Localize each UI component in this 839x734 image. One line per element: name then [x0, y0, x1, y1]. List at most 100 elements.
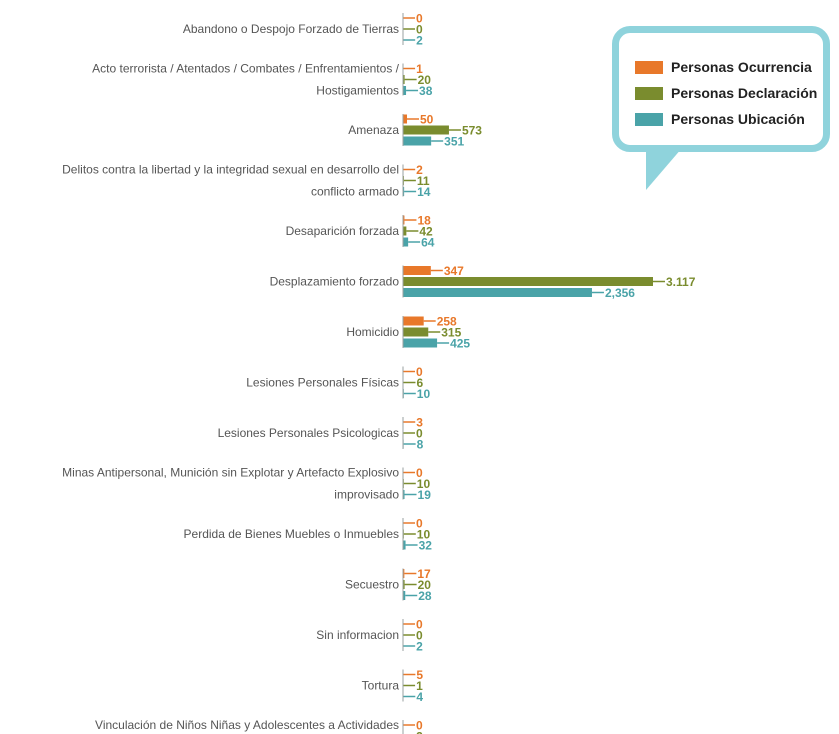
- data-label: 315: [441, 326, 461, 340]
- data-label: 3.117: [666, 275, 696, 289]
- data-label: 0: [416, 365, 423, 379]
- category-group: Delitos contra la libertad y la integrid…: [62, 163, 431, 200]
- bar: [403, 490, 405, 499]
- data-label: 5: [416, 668, 423, 682]
- category-label: Acto terrorista / Atentados / Combates /…: [92, 62, 399, 76]
- bar: [403, 136, 432, 146]
- bar: [403, 114, 408, 124]
- data-label: 0: [416, 12, 423, 26]
- legend-label-declaracion: Personas Declaración: [671, 85, 818, 101]
- category-label: Sin informacion: [316, 628, 399, 642]
- bar: [403, 569, 405, 578]
- category-group: Tortura 514: [362, 668, 424, 704]
- bar: [403, 540, 406, 550]
- bar: [403, 327, 429, 337]
- bar: [403, 277, 653, 286]
- category-group: Acto terrorista / Atentados / Combates /…: [92, 62, 433, 99]
- data-label: 28: [418, 589, 432, 603]
- data-label: 10: [417, 528, 431, 542]
- data-label: 1: [416, 62, 423, 76]
- bar: [403, 591, 406, 600]
- data-label: 0: [416, 618, 423, 632]
- category-label: Hostigamientos: [316, 84, 399, 98]
- data-label: 8: [417, 438, 424, 452]
- data-label: 2: [416, 163, 423, 177]
- bar: [403, 125, 449, 135]
- bar: [403, 75, 405, 84]
- data-label: 0: [416, 517, 423, 531]
- data-label: 17: [417, 567, 431, 581]
- legend-swatch-declaracion: [635, 86, 663, 100]
- data-label: 0: [416, 466, 423, 480]
- category-group: Minas Antipersonal, Munición sin Explota…: [62, 466, 431, 503]
- data-label: 573: [462, 124, 482, 138]
- category-label: Desplazamiento forzado: [270, 275, 400, 289]
- bar: [403, 187, 405, 196]
- category-label: Homicidio: [346, 325, 399, 339]
- data-label: 20: [418, 73, 432, 87]
- category-group: Vinculación de Niños Niñas y Adolescente…: [95, 718, 423, 734]
- category-label: Abandono o Despojo Forzado de Tierras: [183, 22, 399, 36]
- category-label: conflicto armado: [311, 185, 399, 199]
- data-label: 347: [444, 264, 464, 278]
- legend-label-ocurrencia: Personas Ocurrencia: [671, 59, 812, 75]
- legend: Personas Ocurrencia Personas Declaración…: [612, 26, 830, 152]
- category-label: improvisado: [334, 488, 399, 502]
- data-label: 2,356: [605, 286, 635, 300]
- data-label: 0: [416, 427, 423, 441]
- data-label: 50: [420, 113, 434, 127]
- data-label: 10: [417, 387, 431, 401]
- bar: [403, 580, 405, 589]
- bar: [403, 338, 438, 348]
- category-group: Lesiones Personales Psicologicas 308: [218, 416, 424, 452]
- category-group: Perdida de Bienes Muebles o Inmuebles 010…: [184, 517, 433, 553]
- data-label: 1: [416, 679, 423, 693]
- data-label: 4: [416, 690, 423, 704]
- category-label: Secuestro: [345, 578, 399, 592]
- data-label: 3: [416, 416, 423, 430]
- data-label: 20: [418, 578, 432, 592]
- category-label: Lesiones Personales Psicologicas: [218, 426, 399, 440]
- category-label: Minas Antipersonal, Munición sin Explota…: [62, 466, 399, 480]
- category-label: Delitos contra la libertad y la integrid…: [62, 163, 399, 177]
- data-label: 14: [417, 185, 431, 199]
- data-label: 0: [416, 629, 423, 643]
- bar: [403, 316, 424, 326]
- category-group: Desplazamiento forzado 347 3.117 2,356: [270, 264, 696, 300]
- data-label: 2: [416, 34, 423, 48]
- data-label: 351: [444, 135, 464, 149]
- data-label: 19: [418, 488, 432, 502]
- data-label: 64: [421, 236, 435, 250]
- data-label: 38: [419, 84, 433, 98]
- bar: [403, 226, 407, 236]
- legend-swatch-ubicacion: [635, 112, 663, 126]
- category-label: Desaparición forzada: [286, 224, 400, 238]
- category-label: Tortura: [362, 679, 400, 693]
- data-label: 18: [417, 214, 431, 228]
- bar: [403, 215, 405, 225]
- category-label: Perdida de Bienes Muebles o Inmuebles: [184, 527, 399, 541]
- category-label: Lesiones Personales Físicas: [246, 376, 399, 390]
- category-label: Amenaza: [348, 123, 399, 137]
- bar: [403, 288, 592, 297]
- bar: [403, 266, 431, 275]
- data-label: 6: [416, 376, 423, 390]
- data-label: 11: [417, 174, 430, 188]
- data-label: 258: [437, 315, 457, 329]
- data-label: 0: [416, 23, 423, 37]
- legend-item-ubicacion: Personas Ubicación: [635, 109, 805, 129]
- bar: [403, 237, 409, 247]
- legend-item-declaracion: Personas Declaración: [635, 83, 817, 103]
- category-label: Vinculación de Niños Niñas y Adolescente…: [95, 718, 399, 732]
- data-label: 10: [417, 477, 431, 491]
- data-label: 425: [450, 337, 470, 351]
- data-label: 2: [416, 730, 423, 734]
